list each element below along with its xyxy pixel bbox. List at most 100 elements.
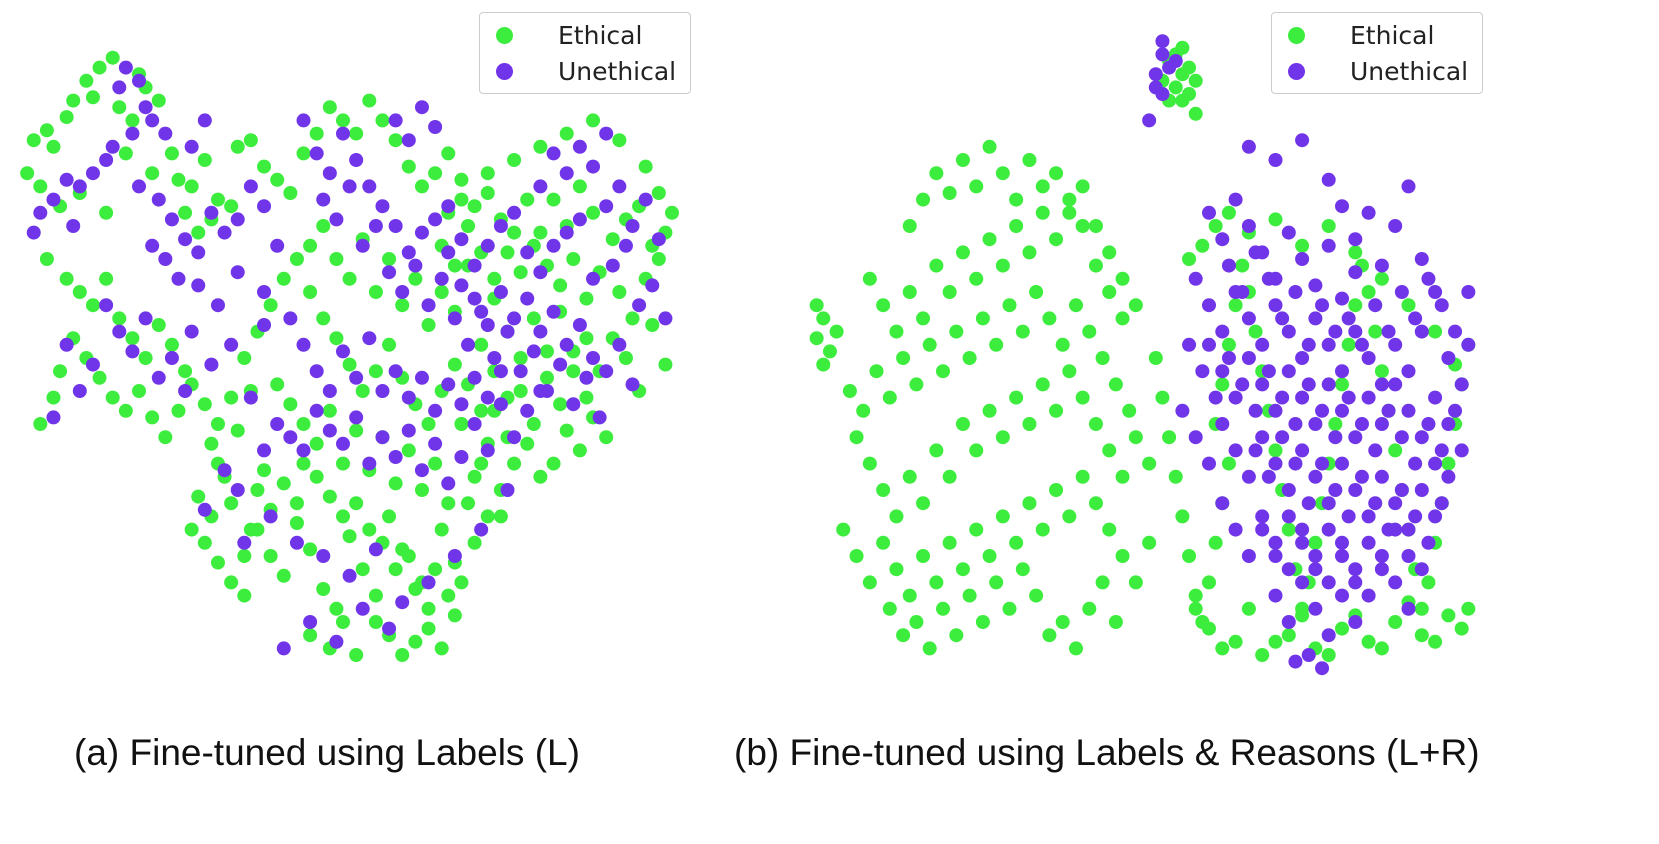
data-point-unethical: [322, 423, 337, 438]
data-point-ethical: [1148, 351, 1163, 365]
data-point-ethical: [862, 271, 877, 286]
data-point-ethical: [99, 205, 114, 220]
data-point-ethical: [467, 199, 482, 214]
data-point-unethical: [1394, 285, 1409, 299]
data-point-ethical: [1029, 285, 1044, 299]
data-point-unethical: [257, 443, 272, 458]
data-point-unethical: [1441, 351, 1456, 365]
data-point-unethical: [1301, 337, 1316, 352]
data-point-unethical: [1235, 377, 1250, 392]
data-point-ethical: [1122, 403, 1137, 418]
data-point-ethical: [513, 384, 528, 398]
data-point-ethical: [257, 463, 272, 478]
data-point-unethical: [1374, 469, 1389, 484]
data-point-unethical: [1348, 615, 1363, 629]
data-point-unethical: [151, 192, 166, 207]
data-point-unethical: [1368, 496, 1383, 511]
data-point-unethical: [493, 364, 508, 379]
data-point-ethical: [969, 271, 984, 286]
data-point-ethical: [99, 271, 114, 286]
data-point-ethical: [566, 364, 581, 379]
data-point-unethical: [520, 291, 535, 306]
data-point-unethical: [158, 252, 173, 266]
data-point-unethical: [349, 370, 364, 385]
data-point-ethical: [1155, 390, 1170, 405]
data-point-unethical: [59, 172, 74, 187]
data-point-ethical: [414, 179, 429, 194]
scatter-plot-b: [809, 34, 1476, 676]
data-point-unethical: [1221, 258, 1236, 273]
data-point-unethical: [382, 621, 397, 636]
data-point-ethical: [1188, 588, 1203, 603]
data-point-ethical: [1022, 153, 1037, 167]
data-point-ethical: [401, 159, 416, 174]
data-point-unethical: [164, 351, 179, 365]
data-point-unethical: [421, 575, 436, 590]
data-point-unethical: [1461, 285, 1476, 299]
data-point-unethical: [1381, 324, 1396, 339]
data-point-ethical: [184, 522, 199, 537]
data-point-unethical: [1301, 496, 1316, 511]
data-point-ethical: [1108, 615, 1123, 629]
data-point-ethical: [263, 549, 278, 563]
data-point-unethical: [428, 212, 443, 227]
data-point-unethical: [1215, 364, 1230, 379]
legend-marker-ethical: [1288, 26, 1305, 44]
data-point-unethical: [1255, 337, 1270, 352]
data-point-unethical: [1241, 469, 1256, 484]
data-point-ethical: [1049, 403, 1064, 418]
data-point-ethical: [1348, 245, 1363, 260]
data-point-ethical: [579, 390, 594, 405]
data-point-unethical: [276, 641, 291, 656]
data-point-unethical: [414, 225, 429, 240]
data-point-unethical: [1348, 575, 1363, 590]
data-point-ethical: [454, 172, 469, 187]
data-point-unethical: [467, 370, 482, 385]
data-point-unethical: [1361, 535, 1376, 550]
data-point-ethical: [882, 601, 897, 616]
data-point-ethical: [533, 469, 548, 484]
series-unethical: [26, 60, 673, 656]
data-point-unethical: [184, 324, 199, 339]
data-point-unethical: [408, 258, 423, 273]
data-point-unethical: [1295, 443, 1310, 458]
data-point-unethical: [546, 304, 561, 319]
data-point-ethical: [1268, 212, 1283, 227]
data-point-ethical: [309, 469, 324, 484]
data-point-ethical: [1202, 621, 1216, 636]
data-point-unethical: [1354, 469, 1369, 484]
data-point-unethical: [1335, 403, 1349, 418]
data-point-ethical: [526, 311, 541, 326]
data-point-unethical: [1261, 271, 1276, 286]
data-point-ethical: [171, 172, 186, 187]
data-point-unethical: [329, 212, 344, 227]
data-point-unethical: [1261, 364, 1276, 379]
data-point-ethical: [513, 351, 528, 365]
data-point-ethical: [283, 186, 298, 200]
data-point-unethical: [651, 232, 666, 247]
data-point-unethical: [1341, 509, 1356, 524]
data-point-unethical: [1414, 252, 1429, 266]
data-point-ethical: [342, 357, 357, 372]
data-point-ethical: [197, 153, 212, 167]
data-point-unethical: [1241, 311, 1256, 326]
data-point-ethical: [395, 298, 410, 313]
data-point-unethical: [1341, 390, 1356, 405]
data-point-ethical: [132, 384, 147, 398]
data-point-unethical: [454, 450, 469, 464]
data-point-ethical: [651, 252, 666, 266]
data-point-unethical: [395, 285, 410, 299]
data-point-unethical: [1255, 430, 1270, 445]
data-point-unethical: [1308, 549, 1323, 563]
data-point-unethical: [1248, 403, 1263, 418]
data-point-ethical: [995, 258, 1010, 273]
data-point-ethical: [869, 364, 884, 379]
data-point-ethical: [1082, 601, 1097, 616]
data-point-unethical: [72, 384, 87, 398]
data-point-ethical: [1308, 535, 1323, 550]
data-point-ethical: [1414, 628, 1429, 643]
data-point-unethical: [105, 139, 120, 154]
data-point-ethical: [902, 588, 917, 603]
data-point-unethical: [1335, 364, 1349, 379]
data-point-unethical: [507, 430, 522, 445]
